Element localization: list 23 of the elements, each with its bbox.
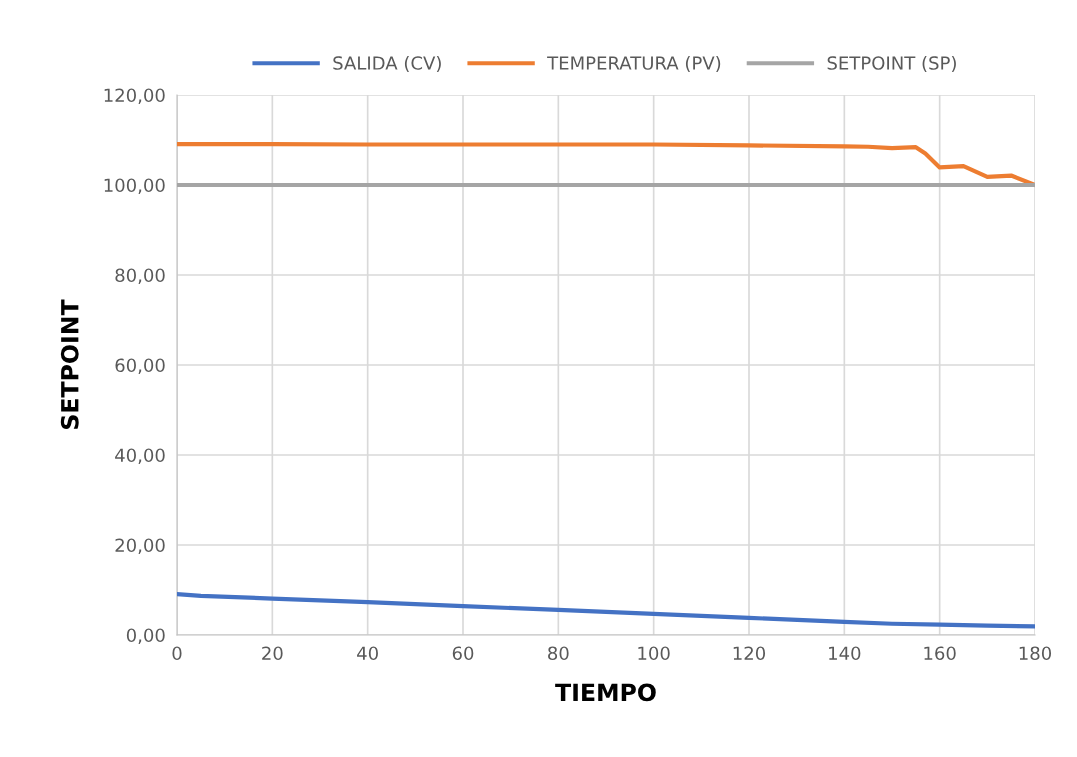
y-tick-label: 0,00	[126, 628, 165, 644]
y-tick-label: 60,00	[115, 358, 165, 374]
x-tick-label: 180	[1019, 646, 1052, 661]
x-tick-label: 80	[548, 646, 569, 661]
x-tick-label: 120	[733, 646, 766, 661]
y-tick-label: 80,00	[115, 268, 165, 284]
x-tick-label: 40	[357, 646, 378, 661]
x-tick-label: 140	[829, 646, 861, 661]
x-tick-label: 160	[924, 646, 956, 661]
legend-label: TEMPERATURA (PV)	[547, 55, 721, 72]
x-axis-title: TIEMPO	[555, 683, 656, 702]
y-tick-label: 120,00	[104, 88, 165, 104]
x-tick-label: 20	[262, 646, 283, 661]
y-axis-title: SETPOINT	[60, 299, 79, 429]
x-tick-label: 100	[638, 646, 670, 661]
y-tick-label: 100,00	[104, 178, 165, 194]
x-tick-label: 0	[172, 646, 182, 661]
x-tick-label: 60	[452, 646, 474, 661]
legend-label: SETPOINT (SP)	[827, 55, 956, 72]
legend-label: SALIDA (CV)	[333, 55, 441, 72]
y-tick-label: 40,00	[115, 448, 165, 464]
line-series	[177, 591, 1035, 629]
y-tick-label: 20,00	[115, 538, 165, 554]
